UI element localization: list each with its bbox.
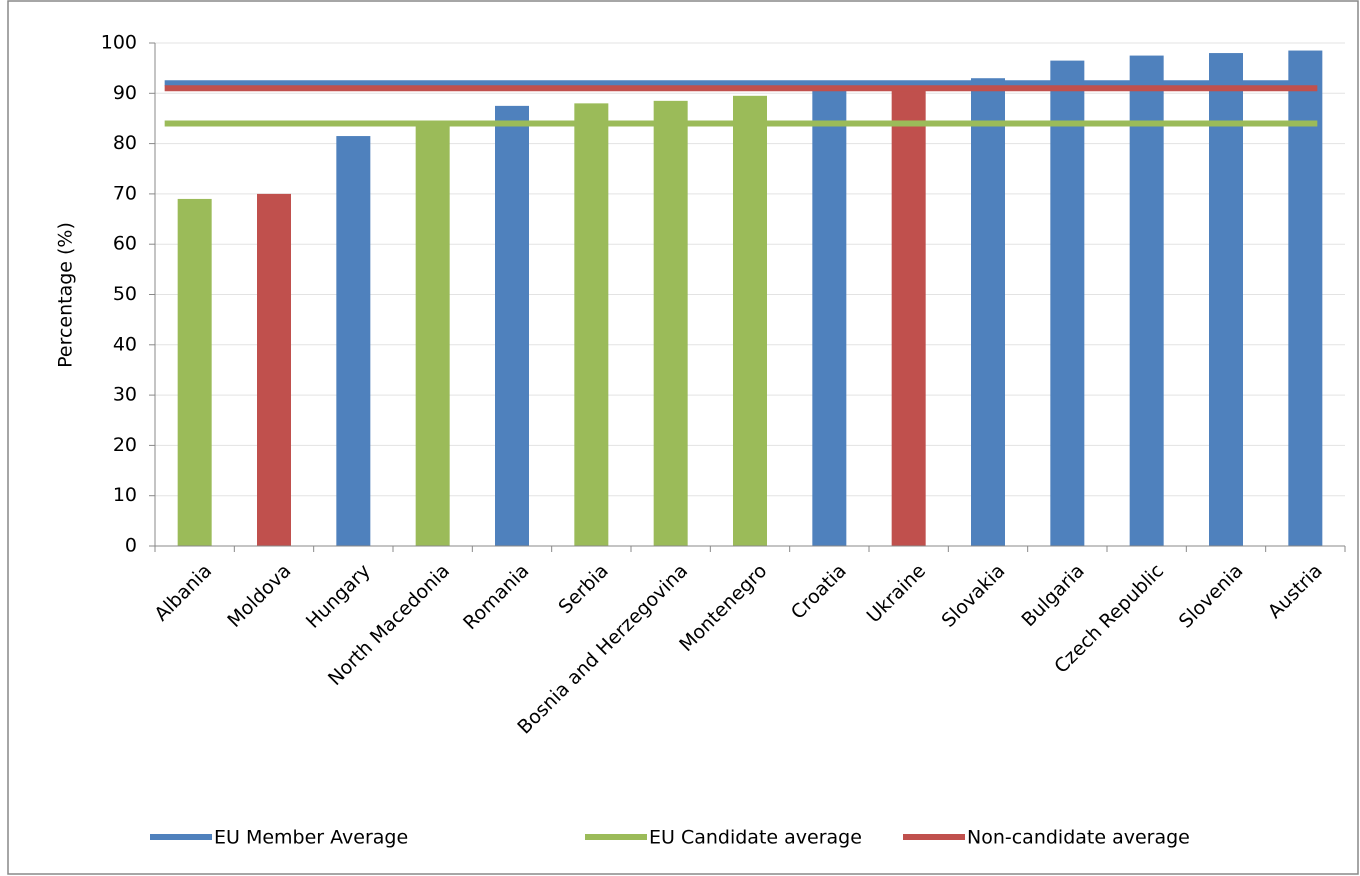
bar [1288,50,1323,547]
bar [733,95,767,546]
y-tick-label: 90 [113,82,137,104]
bar [177,198,212,546]
bar [574,103,609,547]
y-tick-label: 30 [113,384,137,406]
bar [653,100,688,546]
y-axis-label: Percentage (%) [55,222,77,368]
bar [891,88,926,547]
y-tick-label: 60 [113,233,137,255]
y-tick-label: 40 [113,333,137,355]
y-tick-label: 80 [113,132,137,154]
bar [1209,53,1243,547]
bar [336,136,371,546]
bar [495,105,529,546]
legend-label: Non-candidate average [967,827,1190,849]
bar [257,193,291,546]
y-tick-label: 0 [125,535,137,557]
y-tick-label: 50 [113,283,137,305]
bar [415,123,450,546]
bar [971,78,1005,547]
legend-label: EU Member Average [214,827,408,849]
y-tick-label: 20 [113,434,137,456]
bar [1050,60,1085,546]
y-tick-label: 100 [101,32,137,54]
y-tick-label: 70 [113,182,137,204]
bar [1129,55,1164,546]
legend-label: EU Candidate average [649,827,862,849]
bar [812,88,847,547]
y-tick-label: 10 [113,484,137,506]
